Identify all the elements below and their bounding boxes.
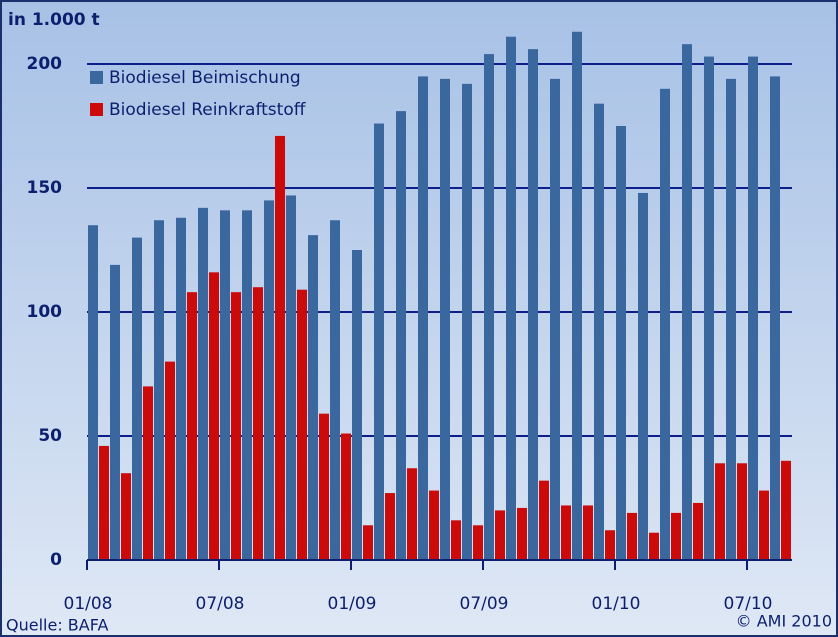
copyright: © AMI 2010 [736, 612, 832, 631]
y-tick-label: 200 [27, 54, 63, 74]
bar [737, 463, 747, 560]
bar [231, 292, 241, 560]
source: Quelle: BAFA [6, 616, 108, 635]
bar [385, 493, 395, 560]
y-tick-label: 50 [38, 426, 62, 446]
bar [440, 78, 450, 560]
legend-swatch [90, 71, 103, 84]
bar [759, 490, 769, 560]
bar [165, 361, 175, 560]
bar [341, 433, 351, 560]
bar [286, 195, 296, 560]
bar [550, 78, 560, 560]
bar [319, 413, 329, 560]
bar [308, 235, 318, 560]
bar [473, 525, 483, 560]
bar [363, 525, 373, 560]
legend-swatch [90, 103, 103, 116]
bar [88, 225, 98, 560]
bar [583, 505, 593, 560]
bar [242, 210, 252, 560]
x-tick-label: 01/08 [64, 594, 113, 614]
bar [572, 31, 582, 560]
bar [121, 473, 131, 560]
bar [704, 56, 714, 561]
bar [143, 386, 153, 560]
bar [528, 49, 538, 561]
bar [726, 78, 736, 560]
bar [220, 210, 230, 560]
bar [484, 54, 494, 560]
bar [154, 220, 164, 561]
bar [297, 289, 307, 560]
x-tick-label: 01/09 [328, 594, 377, 614]
bar [506, 36, 516, 561]
bar [198, 207, 208, 560]
bar [660, 88, 670, 561]
bar [275, 135, 285, 561]
bar [605, 530, 615, 560]
y-axis-label: in 1.000 t [8, 10, 100, 30]
bar [99, 445, 109, 560]
bar [770, 76, 780, 561]
bar [638, 192, 648, 560]
bar [330, 220, 340, 561]
bar [671, 512, 681, 560]
bar [616, 126, 626, 560]
bar [209, 272, 219, 560]
bar [539, 480, 549, 560]
bar [715, 463, 725, 560]
bar [781, 460, 791, 560]
bar [594, 103, 604, 561]
bar [748, 56, 758, 561]
bar [187, 292, 197, 560]
bar [264, 200, 274, 560]
y-tick-label: 100 [27, 302, 63, 322]
bar [132, 237, 142, 560]
bar [561, 505, 571, 560]
bar [396, 111, 406, 561]
bar [682, 44, 692, 561]
bar [451, 520, 461, 560]
bar [429, 490, 439, 560]
bar [110, 264, 120, 560]
bar [407, 468, 417, 560]
bar [693, 502, 703, 560]
x-tick-label: 01/10 [592, 594, 641, 614]
bar [374, 123, 384, 561]
y-tick-label: 0 [50, 550, 62, 570]
bar [517, 507, 527, 560]
bar [495, 510, 505, 560]
bar [418, 76, 428, 561]
bar [352, 250, 362, 560]
x-tick-label: 07/08 [196, 594, 245, 614]
bar [176, 217, 186, 560]
bar [627, 512, 637, 560]
bar [462, 83, 472, 560]
bar [253, 287, 263, 560]
y-tick-label: 150 [27, 178, 63, 198]
bar [649, 532, 659, 560]
x-tick-label: 07/09 [460, 594, 509, 614]
x-tick-label: 07/10 [724, 594, 773, 614]
legend-label: Biodiesel Beimischung [109, 68, 301, 88]
legend-label: Biodiesel Reinkraftstoff [109, 100, 307, 120]
